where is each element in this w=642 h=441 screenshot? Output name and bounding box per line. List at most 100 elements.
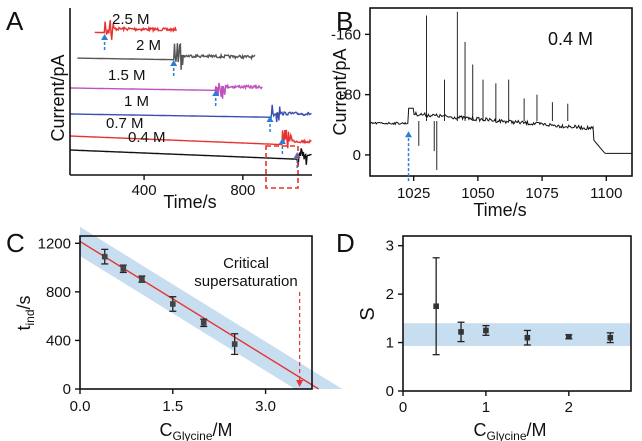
x-tick-label: 800: [230, 182, 255, 199]
trace-07M: [70, 129, 312, 149]
zoom-highlight-box: [265, 145, 299, 189]
y-tick-label: 400: [46, 332, 71, 349]
panel-a-traces: 2.5 M 2 M 1.5 M 1 M 0.7 M0.4 M: [70, 11, 312, 189]
x-tick-label: 1075: [525, 185, 558, 202]
panel-c-y-ticks: 0 400 800 1200: [38, 235, 80, 398]
induction-marker-head: [405, 131, 413, 138]
panel-c: C 0 400 800 1200 0.0 1.5 3.0 Critical supersa…: [6, 226, 343, 441]
panel-c-y-label: tind/s: [14, 295, 37, 330]
x-tick-label: 1050: [461, 185, 494, 202]
panel-d-x-label: CGlycine/M: [473, 420, 546, 441]
y-tick-label: 2: [386, 286, 394, 303]
x-tick-label: 400: [132, 182, 157, 199]
panel-a-x-label: Time/s: [163, 192, 216, 212]
x-tick-label: 0.0: [70, 398, 91, 415]
fit-line: [79, 240, 319, 390]
data-point: [170, 301, 176, 307]
panel-c-x-label-sub: Glycine: [172, 429, 212, 441]
panel-c-x-label: CGlycine/M: [159, 420, 232, 441]
x-tick-label: 3.0: [255, 398, 276, 415]
panel-a-y-label: Current/pA: [48, 54, 68, 141]
y-tick-label: 3: [386, 238, 394, 255]
panel-c-x-ticks: 0.0 1.5 3.0: [70, 389, 276, 415]
series-label: 1 M: [124, 93, 149, 110]
panel-b-y-ticks: -160 -80 0: [331, 26, 370, 164]
panel-b-x-ticks: 1025 1050 1075 1100: [397, 176, 622, 202]
panel-label-a: A: [6, 6, 24, 36]
induction-marker-head: [212, 90, 220, 96]
x-tick-label: 1.5: [162, 398, 183, 415]
panel-c-y-label-sub: ind: [23, 309, 37, 325]
series-label: 1.5 M: [108, 67, 146, 84]
y-tick-label: -80: [339, 87, 361, 104]
trace-04M: [70, 148, 312, 166]
data-point: [120, 265, 127, 272]
series-label: 2.5 M: [112, 11, 150, 28]
y-tick-label: 0: [353, 147, 361, 164]
panel-b-x-label: Time/s: [473, 200, 526, 220]
data-point: [433, 303, 439, 310]
panel-c-frame: [79, 235, 313, 390]
panel-c-y-label-main: t: [14, 326, 34, 331]
panel-d-x-label-tail: /M: [527, 420, 547, 440]
x-tick-label: 1100: [590, 185, 622, 202]
induction-marker-head: [293, 152, 301, 158]
data-point: [524, 334, 531, 341]
panel-label-d: D: [336, 228, 355, 258]
panel-label-c: C: [6, 228, 25, 258]
trace-2M: [77, 42, 256, 70]
panel-c-annotation-line-2: supersaturation: [194, 273, 297, 290]
x-tick-label: 1025: [397, 185, 430, 202]
panel-d-x-label-main: C: [473, 420, 486, 440]
x-tick-label: 0: [399, 399, 407, 416]
panel-d-y-label: S: [357, 307, 379, 320]
confidence-band: [80, 226, 343, 389]
induction-marker-head: [278, 138, 286, 144]
panel-b: B -160 -80 0 1025 1050 1075 1100 0.4 M Time/s…: [330, 6, 633, 220]
panel-b-frame: [369, 7, 633, 177]
y-tick-label: 1200: [38, 235, 71, 252]
data-point: [458, 329, 464, 335]
panel-c-x-label-main: C: [159, 420, 172, 440]
panel-c-x-label-tail: /M: [213, 420, 233, 440]
x-tick-label: 1: [482, 399, 490, 416]
y-tick-label: 0: [386, 383, 394, 400]
induction-marker-head: [266, 116, 274, 122]
series-label: 2 M: [136, 37, 161, 54]
data-point: [607, 334, 614, 341]
data-point: [566, 333, 572, 340]
data-point: [231, 341, 238, 347]
current-trace: [369, 107, 632, 154]
data-point: [139, 276, 145, 282]
x-tick-label: 2: [565, 399, 573, 416]
panel-b-annotation: 0.4 M: [548, 29, 593, 49]
series-label: 0.7 M: [106, 115, 144, 132]
data-point: [200, 320, 207, 326]
panel-c-y-label-tail: /s: [14, 295, 34, 309]
y-tick-label: 800: [46, 284, 71, 301]
panel-d: D 0 1 2 3 0 1 2 CGlycine/M S: [336, 228, 632, 441]
induction-marker-head: [101, 34, 109, 40]
panel-b-y-label: Current/pA: [330, 48, 350, 135]
panel-d-frame: [402, 235, 632, 392]
critical-marker-head: [296, 380, 304, 387]
trace-25M: [94, 20, 177, 40]
panel-d-plot: [403, 257, 631, 356]
panel-c-plot: [79, 226, 343, 390]
series-label: 0.4 M: [128, 129, 166, 146]
data-point: [483, 327, 489, 334]
panel-a: A 2.5 M 2 M 1.5 M 1 M 0.7 M0.4 M 400 800 Time…: [6, 6, 312, 212]
panel-label-b: B: [336, 6, 353, 36]
induction-marker-head: [170, 60, 178, 66]
panel-d-x-ticks: 0 1 2: [399, 391, 573, 416]
trace-15M: [70, 82, 263, 99]
reference-band: [403, 323, 631, 346]
y-tick-label: -160: [331, 26, 361, 43]
panel-d-x-label-sub: Glycine: [486, 429, 526, 441]
panel-a-x-ticks: 400 800: [132, 175, 255, 199]
trace-1M: [70, 104, 312, 123]
panel-d-y-ticks: 0 1 2 3: [386, 238, 403, 400]
panel-c-annotation-line-1: Critical: [223, 255, 269, 272]
panel-b-trace: [369, 11, 632, 182]
